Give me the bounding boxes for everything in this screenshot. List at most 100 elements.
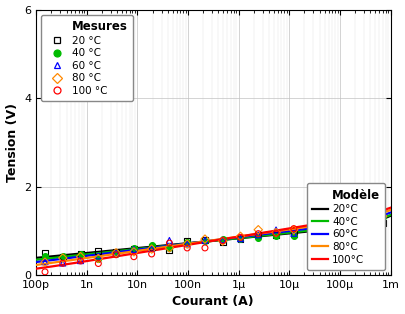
Point (77, 251, 84, 256)
Point (148, 244, 155, 249)
Point (362, 220, 368, 225)
Point (255, 236, 262, 241)
Point (290, 226, 297, 231)
Point (308, 232, 315, 237)
Point (166, 246, 173, 251)
Point (95, 257, 102, 262)
Point (166, 238, 173, 243)
Point (166, 247, 173, 252)
Point (379, 212, 386, 217)
Point (379, 214, 386, 219)
Point (113, 250, 119, 255)
Point (42, 269, 48, 274)
Point (42, 260, 48, 265)
Point (220, 236, 226, 241)
Point (237, 234, 244, 239)
Point (184, 240, 190, 245)
Point (290, 231, 297, 236)
Point (344, 219, 350, 224)
Point (237, 235, 244, 240)
Point (220, 239, 226, 244)
Point (95, 253, 102, 258)
Point (273, 234, 279, 239)
Point (255, 227, 262, 232)
Point (148, 246, 155, 251)
Point (184, 238, 190, 243)
Point (237, 237, 244, 242)
X-axis label: Courant (A): Courant (A) (173, 295, 254, 308)
Point (60, 261, 66, 266)
Point (308, 224, 315, 229)
Point (184, 246, 190, 251)
Point (290, 231, 297, 236)
Point (113, 252, 119, 257)
Point (255, 231, 262, 236)
Point (113, 252, 119, 257)
Point (344, 219, 350, 224)
Point (131, 254, 137, 259)
Point (42, 254, 48, 259)
Point (237, 236, 244, 241)
Point (237, 236, 244, 241)
Legend: Modèle, 20°C, 40°C, 60°C, 80°C, 100°C: Modèle, 20°C, 40°C, 60°C, 80°C, 100°C (307, 183, 385, 270)
Point (184, 241, 190, 246)
Y-axis label: Tension (V): Tension (V) (6, 103, 19, 182)
Point (344, 214, 350, 219)
Point (131, 249, 137, 254)
Point (220, 239, 226, 244)
Point (326, 221, 333, 226)
Point (273, 227, 279, 232)
Point (42, 259, 48, 264)
Point (344, 219, 350, 224)
Point (326, 226, 333, 231)
Point (362, 217, 368, 222)
Point (255, 233, 262, 238)
Point (379, 214, 386, 219)
Point (60, 254, 66, 259)
Point (166, 241, 173, 246)
Point (202, 238, 208, 243)
Point (344, 224, 350, 229)
Point (148, 246, 155, 252)
Point (308, 227, 315, 232)
Point (131, 246, 137, 251)
Point (60, 254, 66, 259)
Point (326, 225, 333, 230)
Point (379, 208, 386, 213)
Point (42, 250, 48, 255)
Point (148, 252, 155, 257)
Point (362, 220, 368, 225)
Point (60, 261, 66, 266)
Point (255, 232, 262, 237)
Point (95, 248, 102, 253)
Point (273, 233, 279, 238)
Point (77, 252, 84, 257)
Point (202, 237, 208, 242)
Point (95, 261, 102, 266)
Point (202, 236, 208, 241)
Point (202, 238, 208, 243)
Point (148, 242, 155, 247)
Point (308, 231, 315, 236)
Point (220, 238, 226, 243)
Point (379, 220, 386, 225)
Point (290, 233, 297, 238)
Point (308, 222, 315, 227)
Point (362, 210, 368, 215)
Point (220, 237, 226, 242)
Point (202, 246, 208, 251)
Point (166, 245, 173, 250)
Point (273, 230, 279, 235)
Point (290, 227, 297, 232)
Point (77, 254, 84, 259)
Point (326, 226, 333, 231)
Point (60, 256, 66, 261)
Point (273, 231, 279, 236)
Point (184, 241, 190, 246)
Point (131, 247, 137, 252)
Point (326, 220, 333, 225)
Point (113, 250, 119, 255)
Point (95, 256, 102, 261)
Point (77, 258, 84, 263)
Point (77, 258, 84, 263)
